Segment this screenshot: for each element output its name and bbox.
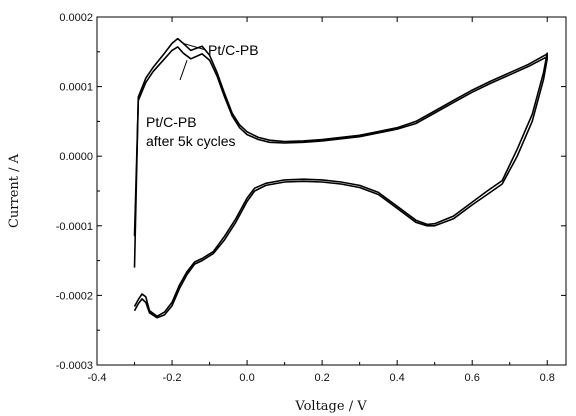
x-tick-label: 0.0	[239, 372, 254, 384]
y-tick-label: -0.0003	[56, 360, 93, 372]
y-tick-label: 0.0000	[59, 151, 93, 163]
y-tick-label: -0.0002	[56, 290, 93, 302]
x-tick-label: 0.4	[390, 372, 405, 384]
y-tick-label: 0.0002	[59, 12, 93, 24]
x-tick-label: 0.8	[540, 372, 555, 384]
x-tick-label: -0.4	[88, 372, 107, 384]
y-axis-ticks: -0.0003 -0.0002 -0.0001 0.0000 0.0001 0.0002	[56, 12, 566, 372]
annotation-arrow-pt-c-pb	[183, 42, 207, 51]
y-tick-label: 0.0001	[59, 82, 93, 94]
annotation-pt-c-pb-aged: Pt/C-PB	[146, 114, 197, 130]
annotation-pt-c-pb: Pt/C-PB	[208, 42, 259, 58]
x-tick-label: -0.2	[163, 372, 182, 384]
x-axis-title: Voltage / V	[294, 399, 367, 414]
curves-layer	[133, 37, 548, 319]
annotation-layer: Pt/C-PB Pt/C-PB after 5k cycles	[146, 42, 259, 149]
x-axis-ticks: -0.4 -0.2 0.0 0.2 0.4 0.6 0.8	[88, 17, 555, 384]
y-tick-label: -0.0001	[56, 221, 93, 233]
y-axis-title: Current / A	[7, 153, 22, 228]
x-tick-label: 0.6	[465, 372, 480, 384]
annotation-arrow-after-5k	[179, 59, 188, 81]
series-line-0	[133, 37, 548, 319]
series-line-1	[133, 46, 548, 318]
x-tick-label: 0.2	[314, 372, 329, 384]
annotation-after-5k-cycles: after 5k cycles	[146, 133, 235, 149]
